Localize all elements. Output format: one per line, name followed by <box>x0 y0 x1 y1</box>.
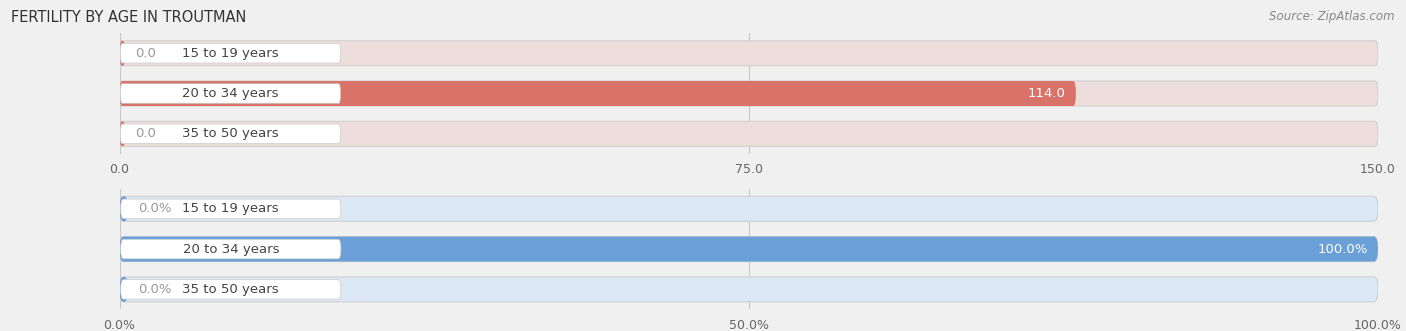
FancyBboxPatch shape <box>120 41 125 66</box>
Text: 0.0: 0.0 <box>135 47 156 60</box>
Text: 15 to 19 years: 15 to 19 years <box>183 47 278 60</box>
FancyBboxPatch shape <box>120 277 128 302</box>
Text: 0.0%: 0.0% <box>138 202 172 215</box>
FancyBboxPatch shape <box>120 41 1378 66</box>
Text: 35 to 50 years: 35 to 50 years <box>183 127 278 140</box>
Text: 20 to 34 years: 20 to 34 years <box>183 87 278 100</box>
FancyBboxPatch shape <box>120 81 1076 106</box>
FancyBboxPatch shape <box>120 237 1378 261</box>
Text: 114.0: 114.0 <box>1028 87 1066 100</box>
FancyBboxPatch shape <box>120 237 1378 261</box>
FancyBboxPatch shape <box>121 280 340 299</box>
FancyBboxPatch shape <box>121 43 340 63</box>
FancyBboxPatch shape <box>120 277 1378 302</box>
FancyBboxPatch shape <box>120 196 1378 221</box>
FancyBboxPatch shape <box>120 121 1378 146</box>
Text: 20 to 34 years: 20 to 34 years <box>183 243 278 256</box>
Text: 15 to 19 years: 15 to 19 years <box>183 202 280 215</box>
FancyBboxPatch shape <box>120 121 125 146</box>
FancyBboxPatch shape <box>120 196 128 221</box>
Text: 0.0: 0.0 <box>135 127 156 140</box>
FancyBboxPatch shape <box>120 81 1378 106</box>
Text: 100.0%: 100.0% <box>1317 243 1368 256</box>
FancyBboxPatch shape <box>121 199 340 218</box>
Text: 35 to 50 years: 35 to 50 years <box>183 283 280 296</box>
FancyBboxPatch shape <box>121 124 340 144</box>
Text: Source: ZipAtlas.com: Source: ZipAtlas.com <box>1270 10 1395 23</box>
Text: 0.0%: 0.0% <box>138 283 172 296</box>
FancyBboxPatch shape <box>121 84 340 103</box>
Text: FERTILITY BY AGE IN TROUTMAN: FERTILITY BY AGE IN TROUTMAN <box>11 10 246 25</box>
FancyBboxPatch shape <box>121 239 340 259</box>
